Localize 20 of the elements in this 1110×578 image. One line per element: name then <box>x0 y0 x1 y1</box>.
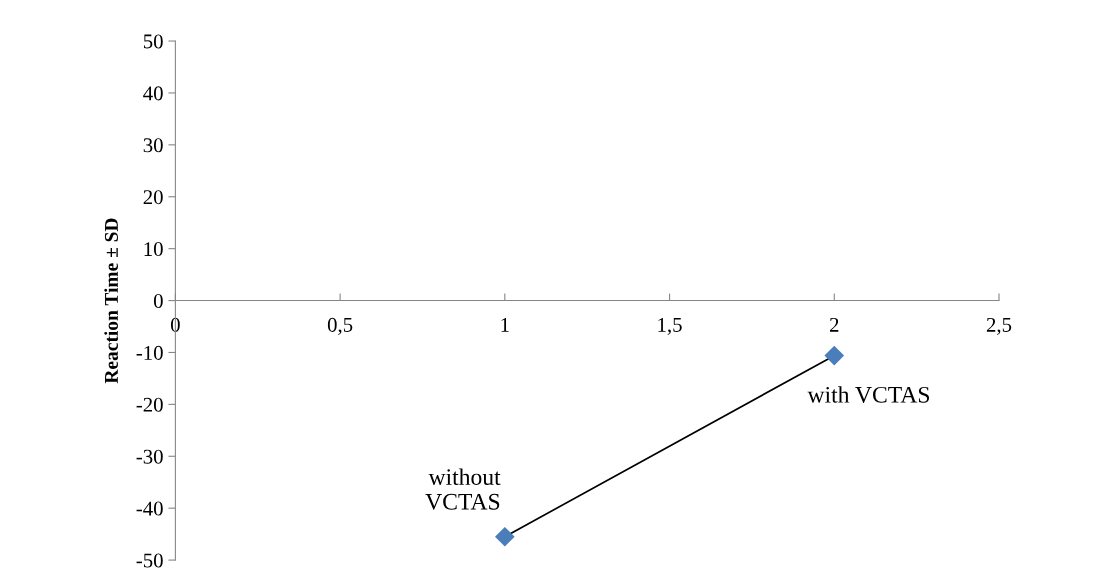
annotation: without VCTAS <box>425 468 501 510</box>
x-tick-label: 0,5 <box>327 317 353 335</box>
y-tick-label: -40 <box>136 501 163 516</box>
y-tick-label: 40 <box>143 86 163 101</box>
x-tick-label: 1,5 <box>658 317 682 335</box>
y-tick-label: -10 <box>136 345 163 360</box>
y-tick-label: 20 <box>143 190 163 205</box>
x-tick-label: 2 <box>829 317 839 332</box>
y-tick-label: 10 <box>144 242 163 257</box>
annotation: with VCTAS <box>807 386 930 403</box>
y-tick-label: 30 <box>143 138 163 153</box>
x-tick-label: 1 <box>501 317 509 332</box>
y-axis-title: Reaction Time ± SD <box>104 218 118 384</box>
y-tick-label: -30 <box>136 449 163 464</box>
y-tick-label: 0 <box>153 293 163 308</box>
x-tick-label: 2,5 <box>986 317 1012 335</box>
y-tick-label: -50 <box>136 553 163 568</box>
y-tick-label: -20 <box>136 397 163 412</box>
x-tick-label: 0 <box>170 317 180 332</box>
y-tick-label: 50 <box>143 34 163 49</box>
